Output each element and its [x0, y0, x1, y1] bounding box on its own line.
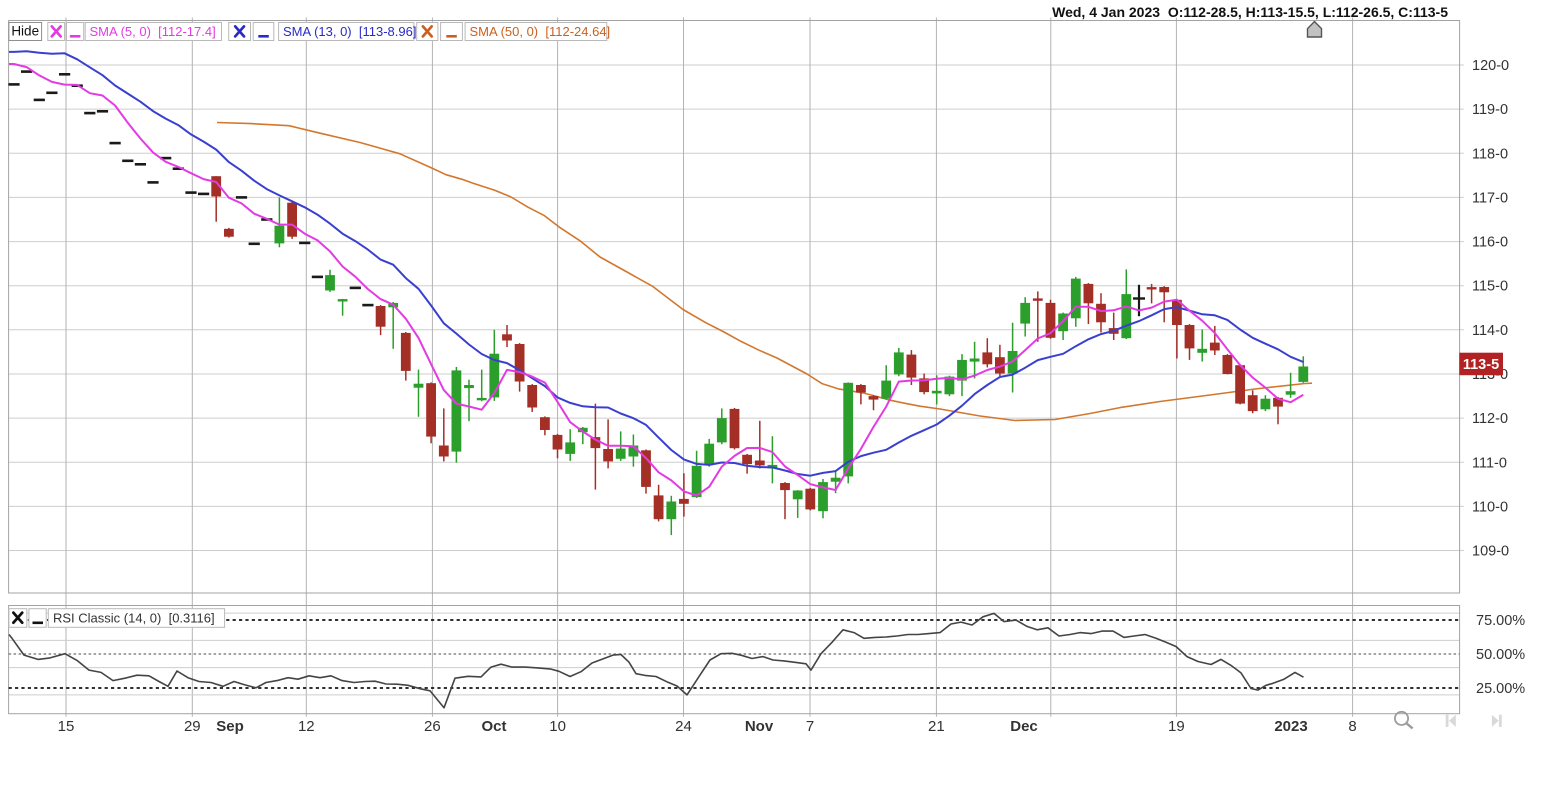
svg-text:110-0: 110-0 — [1472, 499, 1508, 515]
svg-text:25.00%: 25.00% — [1476, 681, 1525, 697]
svg-text:SMA (5, 0) [112-17.4]: SMA (5, 0) [112-17.4] — [90, 24, 216, 39]
svg-text:Dec: Dec — [1010, 718, 1038, 735]
svg-text:SMA (13, 0) [113-8.96]: SMA (13, 0) [113-8.96] — [283, 24, 416, 39]
svg-text:2023: 2023 — [1274, 718, 1307, 735]
svg-text:26: 26 — [424, 718, 441, 735]
svg-text:8: 8 — [1348, 718, 1356, 735]
svg-text:12: 12 — [298, 718, 315, 735]
svg-text:Nov: Nov — [745, 718, 774, 735]
svg-text:111-0: 111-0 — [1472, 455, 1507, 471]
svg-text:50.00%: 50.00% — [1476, 647, 1525, 663]
svg-text:SMA (50, 0) [112-24.64]: SMA (50, 0) [112-24.64] — [470, 24, 611, 39]
svg-text:7: 7 — [806, 718, 814, 735]
svg-text:10: 10 — [549, 718, 566, 735]
svg-text:RSI Classic (14, 0) [0.3116]: RSI Classic (14, 0) [0.3116] — [53, 610, 215, 625]
svg-text:113-5: 113-5 — [1463, 357, 1499, 373]
svg-text:21: 21 — [928, 718, 945, 735]
svg-text:119-0: 119-0 — [1472, 102, 1508, 118]
svg-text:118-0: 118-0 — [1472, 146, 1508, 162]
svg-text:Hide: Hide — [11, 24, 39, 39]
svg-text:117-0: 117-0 — [1472, 190, 1508, 206]
svg-text:115-0: 115-0 — [1472, 279, 1508, 295]
svg-text:114-0: 114-0 — [1472, 323, 1508, 339]
svg-text:Oct: Oct — [481, 718, 506, 735]
svg-text:109-0: 109-0 — [1472, 544, 1509, 560]
svg-text:120-0: 120-0 — [1472, 58, 1509, 74]
svg-text:15: 15 — [58, 718, 75, 735]
svg-text:112-0: 112-0 — [1472, 411, 1508, 427]
svg-text:19: 19 — [1168, 718, 1185, 735]
svg-text:116-0: 116-0 — [1472, 235, 1508, 251]
svg-text:Sep: Sep — [216, 718, 244, 735]
svg-text:Wed, 4 Jan 2023 O:112-28.5, H: Wed, 4 Jan 2023 O:112-28.5, H:113-15.5, … — [1052, 4, 1448, 20]
svg-text:29: 29 — [184, 718, 201, 735]
svg-text:75.00%: 75.00% — [1476, 613, 1525, 629]
svg-text:24: 24 — [675, 718, 692, 735]
